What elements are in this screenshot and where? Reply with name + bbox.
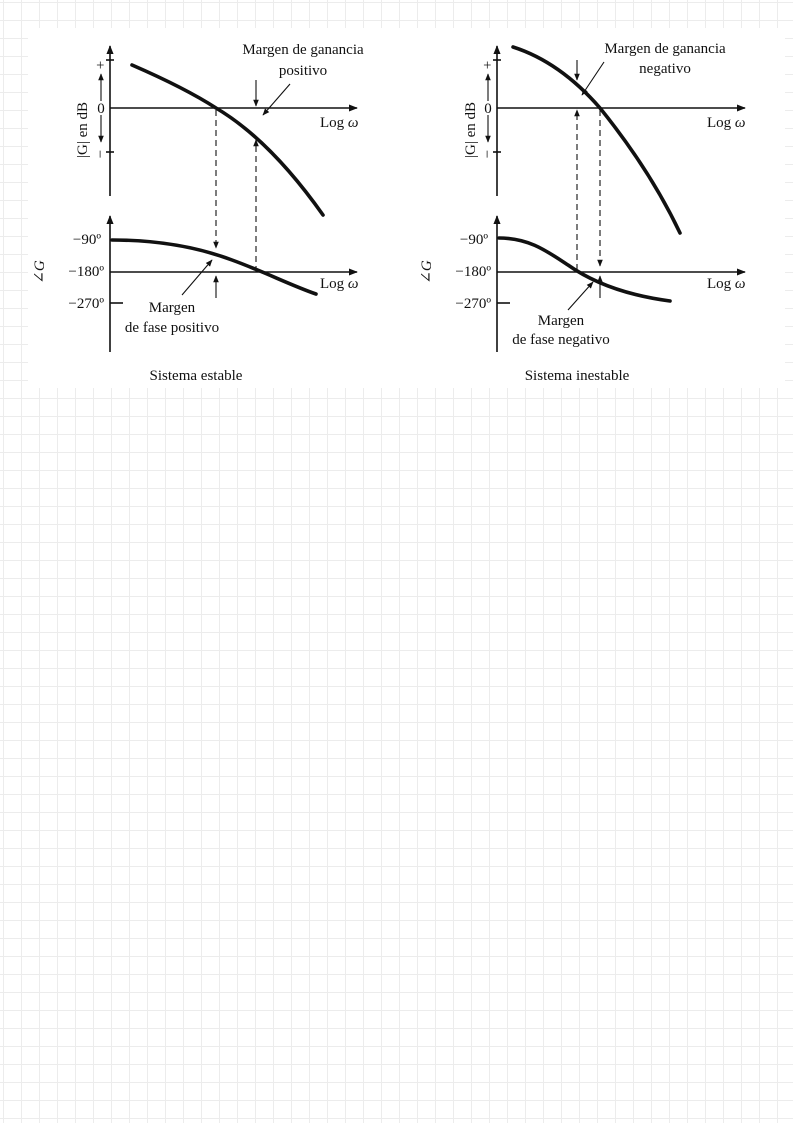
unstable-tick-180: −180º	[455, 264, 491, 280]
unstable-gain-margin-pointer	[581, 61, 605, 96]
stable-magnitude-plot: + − 0 |G| en dB Log ω Margen de ganancia…	[75, 42, 364, 217]
unstable-phase-x-label: Log ω	[707, 276, 746, 292]
bode-margin-figure: + − 0 |G| en dB Log ω Margen de ganancia…	[28, 28, 785, 388]
unstable-mag-x-label: Log ω	[707, 115, 746, 131]
stable-minus-label: −	[93, 150, 109, 158]
figure-svg: + − 0 |G| en dB Log ω Margen de ganancia…	[32, 41, 746, 384]
stable-zero-label: 0	[97, 101, 105, 117]
stable-phase-plot: −90º −180º −270º ∠G Log ω Margen de fase…	[32, 215, 359, 352]
unstable-magnitude-plot: + − 0 |G| en dB Log ω Margen de ganancia…	[463, 41, 746, 235]
stable-tick-90: −90º	[73, 232, 101, 248]
unstable-phase-axis-label: ∠G	[419, 260, 435, 284]
stable-phase-axis-label: ∠G	[32, 260, 48, 284]
unstable-phase-margin-pointer	[567, 281, 594, 311]
unstable-phase-margin-label-2: de fase negativo	[512, 332, 609, 348]
stable-tick-180: −180º	[68, 264, 104, 280]
stable-gain-margin-label-1: Margen de ganancia	[242, 42, 364, 58]
stable-phase-x-label: Log ω	[320, 276, 359, 292]
stable-magnitude-curve	[130, 63, 325, 217]
unstable-tick-270: −270º	[455, 296, 491, 312]
stable-phase-margin-label-2: de fase positivo	[125, 320, 219, 336]
stable-caption: Sistema estable	[150, 368, 243, 384]
unstable-caption: Sistema inestable	[525, 368, 630, 384]
stable-phase-margin-pointer	[181, 259, 213, 296]
stable-gain-axis-label: |G| en dB	[75, 102, 91, 158]
unstable-minus-label: −	[480, 150, 496, 158]
unstable-gain-margin-label-1: Margen de ganancia	[604, 41, 726, 57]
stable-system-diagram: + − 0 |G| en dB Log ω Margen de ganancia…	[32, 42, 364, 384]
unstable-zero-label: 0	[484, 101, 492, 117]
unstable-system-diagram: + − 0 |G| en dB Log ω Margen de ganancia…	[419, 41, 746, 384]
unstable-phase-margin-label-1: Margen	[538, 313, 585, 329]
stable-phase-curve	[110, 238, 318, 296]
stable-plus-label: +	[93, 61, 109, 69]
unstable-gain-margin-label-2: negativo	[639, 61, 691, 77]
stable-phase-margin-label-1: Margen	[149, 300, 196, 316]
stable-mag-x-label: Log ω	[320, 115, 359, 131]
unstable-phase-curve	[497, 236, 672, 303]
unstable-gain-axis-label: |G| en dB	[463, 102, 479, 158]
unstable-magnitude-curve	[511, 45, 682, 235]
unstable-tick-90: −90º	[460, 232, 488, 248]
stable-tick-270: −270º	[68, 296, 104, 312]
unstable-phase-plot: −90º −180º −270º ∠G Log ω Margen de fase…	[419, 215, 746, 352]
unstable-plus-label: +	[480, 61, 496, 69]
stable-gain-margin-label-2: positivo	[279, 63, 327, 79]
stable-gain-margin-pointer	[262, 83, 291, 116]
